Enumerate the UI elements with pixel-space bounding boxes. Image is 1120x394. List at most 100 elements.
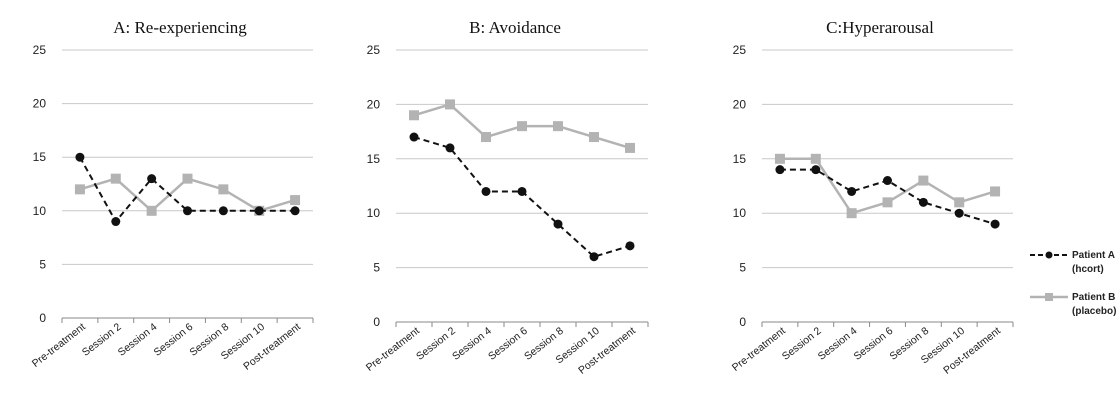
data-point-patient-a: [147, 174, 157, 184]
x-tick-label: Session 4: [116, 321, 160, 359]
legend-label-patient-a-line1: Patient A: [1072, 250, 1115, 261]
data-point-patient-a: [254, 206, 264, 216]
legend-label-patient-b-line1: Patient B: [1072, 292, 1115, 303]
legend-item-patient-a: Patient A (hcort): [1030, 250, 1115, 275]
x-tick-label: Session 6: [486, 325, 530, 363]
data-point-patient-a: [75, 152, 85, 162]
data-point-patient-a: [111, 217, 121, 227]
x-tick-label: Pre-treatment: [364, 325, 422, 374]
x-tick-label: Session 2: [80, 321, 124, 359]
data-point-patient-b: [625, 142, 635, 153]
data-point-patient-a: [811, 165, 821, 175]
data-point-patient-b: [882, 197, 893, 208]
data-point-patient-a: [553, 219, 563, 229]
y-tick-label: 5: [373, 261, 380, 275]
y-tick-labels-b: 0 5 10 15 20 25: [367, 43, 381, 329]
y-tick-label: 5: [39, 257, 46, 271]
data-point-patient-a: [775, 165, 785, 175]
grid-lines-c: [762, 49, 1013, 269]
y-tick-label: 10: [33, 204, 47, 218]
x-tick-label: Session 2: [414, 325, 458, 363]
axes-a: [61, 317, 314, 323]
data-point-patient-b: [146, 205, 157, 216]
y-tick-label: 10: [733, 206, 747, 220]
x-tick-label: Session 2: [780, 325, 824, 363]
axes-b: [395, 321, 649, 327]
chart-title-c: C:Hyperarousal: [826, 18, 934, 37]
data-point-patient-a: [589, 252, 599, 262]
data-point-patient-b: [445, 99, 455, 110]
data-point-patient-a: [625, 241, 635, 251]
data-point-patient-a: [517, 186, 527, 196]
data-point-patient-b: [846, 208, 857, 219]
legend-label-patient-b-line2: (placebo): [1072, 306, 1116, 317]
x-tick-label: Pre-treatment: [730, 325, 788, 374]
legend-label-patient-a-line2: (hcort): [1072, 264, 1104, 275]
data-point-patient-b: [182, 173, 193, 184]
data-point-patient-b: [954, 197, 965, 208]
series-b: [409, 99, 635, 262]
data-point-patient-a: [918, 197, 928, 207]
y-tick-label: 0: [739, 315, 746, 329]
data-point-patient-a: [481, 186, 491, 196]
data-point-patient-a: [954, 208, 964, 218]
data-point-patient-a: [990, 219, 1000, 229]
data-point-patient-b: [990, 186, 1001, 197]
legend-marker-patient-b: [1045, 293, 1053, 301]
y-tick-label: 20: [367, 97, 381, 111]
data-point-patient-a: [883, 176, 892, 186]
y-tick-label: 15: [33, 150, 47, 164]
data-point-patient-b: [290, 195, 301, 206]
grid-lines-a: [62, 49, 313, 265]
data-point-patient-a: [445, 143, 455, 153]
data-point-patient-a: [218, 206, 228, 216]
x-tick-label: Session 6: [852, 325, 896, 363]
y-tick-label: 25: [733, 43, 747, 57]
y-tick-labels-a: 0 5 10 15 20 25: [33, 43, 47, 325]
y-tick-label: 20: [733, 97, 747, 111]
data-point-patient-b: [409, 110, 419, 121]
y-tick-label: 0: [373, 315, 380, 329]
data-point-patient-b: [810, 153, 821, 164]
series-c: [774, 153, 1001, 229]
y-tick-labels-c: 0 5 10 15 20 25: [733, 43, 747, 329]
data-point-patient-a: [409, 132, 419, 142]
data-point-patient-b: [74, 184, 85, 195]
legend-marker-patient-a: [1045, 251, 1053, 259]
chart-panel-a: A: Re-experiencing 0 5 10 15 20 25 Pre-treatm…: [30, 18, 314, 373]
y-tick-label: 15: [367, 152, 381, 166]
series-a: [74, 152, 301, 227]
legend-item-patient-b: Patient B (placebo): [1030, 292, 1116, 317]
data-point-patient-b: [553, 121, 563, 132]
legend: Patient A (hcort) Patient B (placebo): [1030, 250, 1116, 317]
data-point-patient-b: [517, 121, 527, 132]
y-tick-label: 25: [367, 43, 381, 57]
data-point-patient-a: [290, 206, 300, 216]
data-point-patient-b: [481, 132, 491, 143]
chart-title-a: A: Re-experiencing: [113, 18, 247, 37]
data-point-patient-b: [218, 184, 229, 195]
data-point-patient-b: [918, 175, 929, 186]
y-tick-label: 5: [739, 261, 746, 275]
grid-lines-b: [396, 49, 648, 269]
data-point-patient-b: [110, 173, 121, 184]
y-tick-label: 0: [39, 311, 46, 325]
y-tick-label: 10: [367, 206, 381, 220]
x-tick-label: Session 4: [816, 325, 860, 363]
axes-c: [761, 321, 1014, 327]
chart-title-b: B: Avoidance: [469, 18, 561, 37]
x-tick-label: Pre-treatment: [30, 321, 88, 370]
y-tick-label: 20: [33, 97, 47, 111]
data-point-patient-a: [847, 186, 857, 196]
series-line-patient-a: [413, 136, 631, 258]
x-tick-label: Session 6: [152, 321, 196, 359]
data-point-patient-a: [183, 206, 192, 216]
y-tick-label: 25: [33, 43, 47, 57]
x-tick-label: Session 4: [450, 325, 494, 363]
